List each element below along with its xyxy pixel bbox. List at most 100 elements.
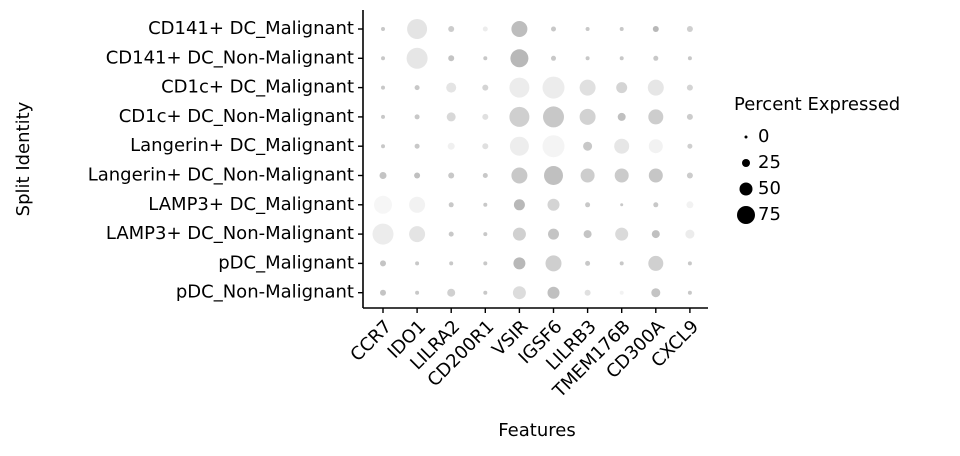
dot xyxy=(585,27,590,31)
dot xyxy=(513,257,526,270)
dot xyxy=(585,260,591,266)
dot xyxy=(446,82,457,93)
dot xyxy=(686,172,693,179)
dot xyxy=(545,255,562,272)
dot xyxy=(414,85,420,91)
dot xyxy=(583,230,592,239)
dot xyxy=(447,288,456,297)
dot xyxy=(509,77,530,98)
dot xyxy=(448,202,454,208)
dot xyxy=(381,27,385,31)
dot xyxy=(379,172,387,179)
dot xyxy=(414,172,421,179)
dot xyxy=(512,286,526,300)
legend-dot xyxy=(742,159,750,167)
dot xyxy=(483,56,488,61)
y-tick-label: CD141+ DC_Non-Malignant xyxy=(106,47,354,68)
dot xyxy=(482,84,489,91)
dot xyxy=(585,202,591,208)
y-tick-label: pDC_Malignant xyxy=(218,252,354,273)
dot xyxy=(482,113,489,120)
dot xyxy=(409,226,426,243)
dot xyxy=(448,231,454,237)
dot xyxy=(619,27,624,31)
dot xyxy=(653,202,659,208)
dot xyxy=(509,106,530,127)
dot xyxy=(406,47,428,69)
y-tick-label: CD141+ DC_Malignant xyxy=(148,18,354,39)
dot xyxy=(482,26,488,32)
legend-dot xyxy=(744,135,748,139)
dot xyxy=(547,198,560,211)
dot xyxy=(686,201,694,209)
dot xyxy=(448,172,455,179)
dot xyxy=(647,79,664,96)
dot xyxy=(409,196,426,213)
dot xyxy=(579,108,596,125)
y-axis-title: Split Identity xyxy=(13,101,34,216)
dot xyxy=(685,229,695,239)
dot xyxy=(542,76,565,99)
dot xyxy=(380,289,386,296)
dot xyxy=(580,168,595,183)
legend-title: Percent Expressed xyxy=(734,94,900,115)
dot xyxy=(547,286,560,299)
dot xyxy=(619,56,624,61)
dot xyxy=(619,290,624,295)
dot xyxy=(448,55,455,62)
legend-label: 50 xyxy=(758,178,781,199)
dot xyxy=(483,202,488,207)
dot xyxy=(651,230,660,239)
dot xyxy=(551,55,556,61)
y-tick-label: Langerin+ DC_Non-Malignant xyxy=(88,165,354,186)
legend-dot xyxy=(737,206,755,224)
y-tick-label: CD1c+ DC_Malignant xyxy=(161,77,354,98)
dot xyxy=(543,106,564,128)
dot xyxy=(687,290,692,295)
dot xyxy=(511,167,528,184)
dot xyxy=(584,289,591,296)
legend-dot xyxy=(739,182,753,196)
y-tick-label: LAMP3+ DC_Malignant xyxy=(148,194,354,215)
dot xyxy=(687,143,693,149)
dot xyxy=(511,21,528,37)
dot xyxy=(614,138,630,154)
dot xyxy=(648,109,664,125)
dot xyxy=(509,136,529,156)
dot xyxy=(513,199,525,211)
dot xyxy=(614,168,629,183)
legend-label: 25 xyxy=(758,152,781,173)
dot xyxy=(372,223,394,245)
dot xyxy=(482,143,489,150)
dot xyxy=(381,114,385,119)
dot xyxy=(448,26,455,32)
dot xyxy=(583,141,593,151)
y-tick-label: Langerin+ DC_Malignant xyxy=(130,135,354,156)
dot xyxy=(482,173,488,178)
dot xyxy=(648,255,664,271)
dot xyxy=(687,56,692,61)
dot xyxy=(542,135,565,158)
dot xyxy=(686,113,693,120)
y-tick-label: LAMP3+ DC_Non-Malignant xyxy=(106,223,354,244)
dot xyxy=(616,82,628,94)
dot xyxy=(579,79,596,96)
dot xyxy=(447,142,455,150)
dot xyxy=(651,288,661,298)
dot xyxy=(686,26,693,32)
dot xyxy=(620,203,624,207)
dot xyxy=(381,56,385,61)
dot xyxy=(512,227,526,241)
dot xyxy=(686,84,693,91)
dot xyxy=(381,85,385,90)
dot xyxy=(510,49,529,68)
y-tick-label: CD1c+ DC_Non-Malignant xyxy=(119,106,354,127)
dot xyxy=(617,112,626,121)
dot xyxy=(544,166,563,185)
legend-label: 0 xyxy=(758,126,769,147)
dot xyxy=(619,261,624,266)
dot xyxy=(446,112,456,122)
x-axis-title: Features xyxy=(498,420,575,441)
dot xyxy=(414,143,420,149)
